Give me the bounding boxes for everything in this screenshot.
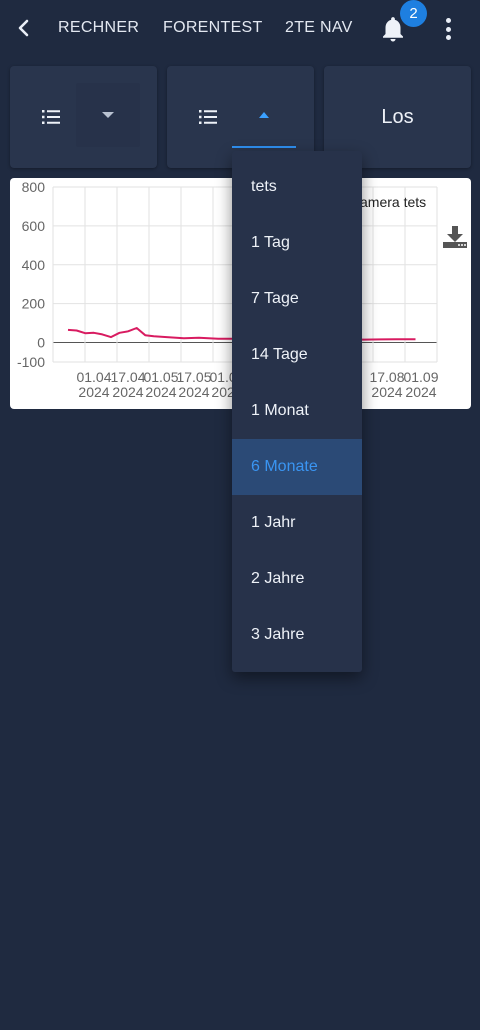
series-selector-card xyxy=(10,66,157,168)
x-tick-label: 2024 xyxy=(145,384,176,400)
range-dropdown-menu: tets 1 Tag 7 Tage 14 Tage 1 Monat 6 Monate 1 J… xyxy=(232,151,362,672)
kebab-dot xyxy=(445,18,451,23)
x-tick-label: 2024 xyxy=(405,384,436,400)
bell-icon xyxy=(383,17,403,42)
menu-item-7-tage[interactable]: 7 Tage xyxy=(251,290,299,307)
menu-item-1-monat[interactable]: 1 Monat xyxy=(251,402,309,419)
x-tick-label: 2024 xyxy=(78,384,109,400)
caret-down-icon xyxy=(102,112,114,118)
download-icon[interactable] xyxy=(442,224,468,250)
dropdown-active-underline xyxy=(232,146,296,148)
go-button-label: Los xyxy=(381,105,414,128)
range-dropdown-button[interactable] xyxy=(232,83,296,147)
x-tick-label: 17.08 xyxy=(369,369,404,385)
y-tick-label: 200 xyxy=(22,296,46,312)
notification-badge: 2 xyxy=(400,0,427,27)
x-tick-label: 01.04 xyxy=(76,369,111,385)
x-tick-label: 17.05 xyxy=(176,369,211,385)
x-tick-label: 01.05 xyxy=(143,369,178,385)
legend-label: amera tets xyxy=(360,194,427,210)
notifications-button[interactable] xyxy=(378,14,408,44)
kebab-dot xyxy=(445,26,451,32)
caret-up-icon xyxy=(259,112,269,118)
top-app-bar: RECHNER FORENTEST 2TE NAV 2 xyxy=(0,0,480,58)
y-tick-label: 0 xyxy=(37,335,45,351)
x-tick-label: 2024 xyxy=(112,384,143,400)
kebab-dot xyxy=(445,35,451,40)
y-tick-label: 800 xyxy=(22,179,46,195)
x-tick-label: 01.09 xyxy=(403,369,438,385)
menu-item-tets[interactable]: tets xyxy=(251,178,277,195)
y-tick-label: -100 xyxy=(17,354,45,370)
list-icon[interactable] xyxy=(196,105,220,129)
tab-2te-nav[interactable]: 2TE NAV xyxy=(285,19,353,36)
menu-item-1-tag[interactable]: 1 Tag xyxy=(251,234,290,251)
back-button[interactable] xyxy=(10,14,38,42)
tab-rechner[interactable]: RECHNER xyxy=(58,19,140,36)
x-tick-label: 17.04 xyxy=(110,369,145,385)
menu-item-6-monate[interactable]: 6 Monate xyxy=(232,439,362,495)
y-tick-label: 400 xyxy=(22,257,46,273)
tab-forentest[interactable]: FORENTEST xyxy=(163,19,263,36)
series-dropdown-button[interactable] xyxy=(76,83,140,147)
menu-item-2-jahre[interactable]: 2 Jahre xyxy=(251,570,305,587)
list-icon[interactable] xyxy=(39,105,63,129)
more-options-button[interactable] xyxy=(440,16,456,42)
x-tick-label: 2024 xyxy=(178,384,209,400)
y-tick-label: 600 xyxy=(22,218,46,234)
menu-item-1-jahr[interactable]: 1 Jahr xyxy=(251,514,296,531)
menu-item-3-jahre[interactable]: 3 Jahre xyxy=(251,626,305,643)
chevron-left-icon xyxy=(18,19,29,37)
x-tick-label: 2024 xyxy=(371,384,402,400)
menu-item-14-tage[interactable]: 14 Tage xyxy=(251,346,308,363)
